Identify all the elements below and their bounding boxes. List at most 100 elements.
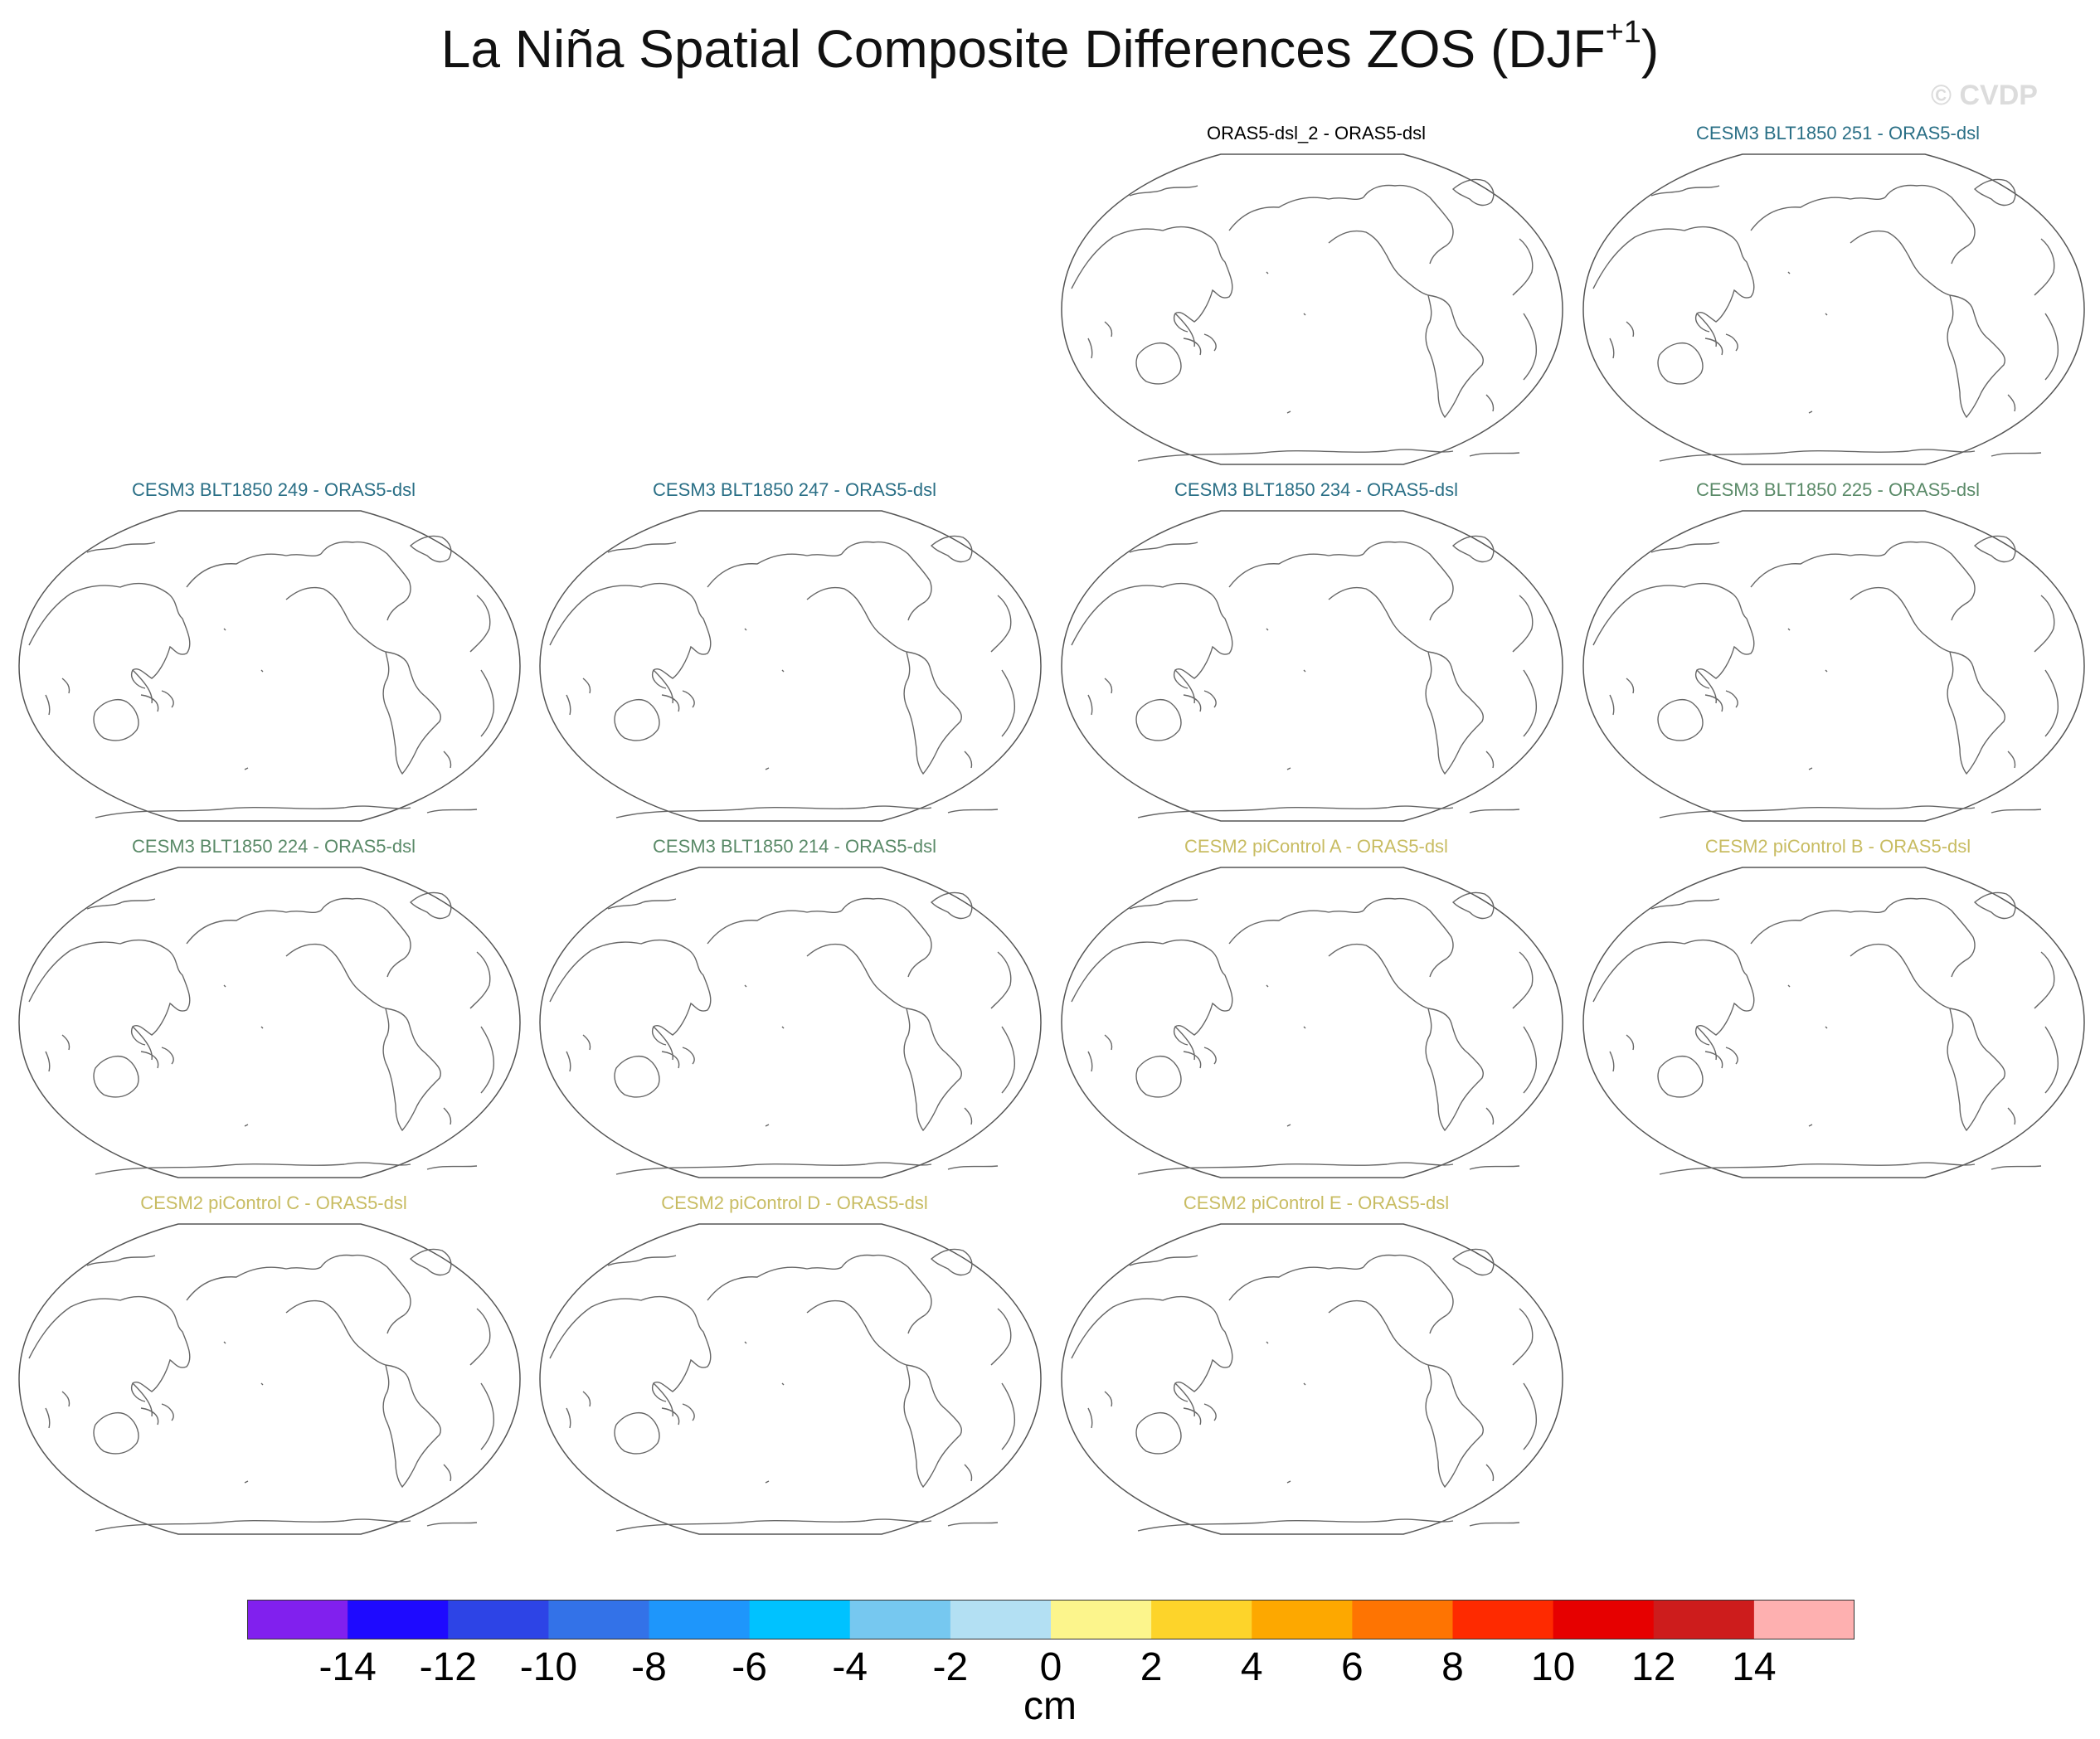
map-panel: CESM2 piControl A - ORAS5-dsl [1055,836,1577,1184]
panel-title: CESM3 BLT1850 214 - ORAS5-dsl [653,836,936,857]
coastline [93,698,139,741]
map-panel: CESM3 BLT1850 224 - ORAS5-dsl [12,836,535,1184]
coastline [1750,197,1886,231]
colorbar-swatch [1352,1600,1454,1639]
map-panel: CESM2 piControl D - ORAS5-dsl [533,1193,1056,1541]
coastline [1592,226,1755,333]
coastline [1947,294,2005,419]
coastline [95,1518,478,1532]
map-panel: CESM3 BLT1850 225 - ORAS5-dsl [1577,479,2099,828]
panel-title: CESM3 BLT1850 247 - ORAS5-dsl [653,479,936,500]
coastline [1087,628,1495,770]
coastline [841,1254,932,1334]
panel-title: CESM2 piControl B - ORAS5-dsl [1704,836,1971,857]
coastline [1228,1266,1364,1301]
colorbar-swatch [1051,1600,1152,1639]
colorbar-tick-label: 4 [1240,1645,1263,1689]
coastline [1129,1255,1198,1266]
coastline [1973,891,2016,920]
map-frame [18,1223,521,1535]
coastline [1363,897,1454,978]
coastline [566,984,973,1127]
coastline [1850,586,1951,653]
coastline [566,628,973,770]
coastline [806,586,907,653]
cvdp-watermark: © CVDP [1931,80,2038,111]
coastline [1129,898,1198,910]
coastline [1650,898,1720,910]
map-frame [18,510,521,822]
coastline [1328,943,1429,1009]
coastline [1512,238,1538,381]
coastline [614,698,660,741]
coastline [841,541,932,621]
colorbar-swatch [749,1600,851,1639]
coastline [1451,1248,1495,1276]
colorbar-swatch [1553,1600,1655,1639]
colorbar-tick-label: 0 [1039,1645,1062,1689]
colorbar-swatch [950,1600,1052,1639]
coastline [1087,1341,1495,1484]
coastline [1129,185,1198,197]
panel-title: CESM3 BLT1850 224 - ORAS5-dsl [132,836,416,857]
coastline [382,1008,441,1132]
map-frame [1061,153,1563,465]
coastline [615,805,999,818]
colorbar-tick-label: -8 [631,1645,667,1689]
coastline [95,805,478,818]
panel-title: CESM3 BLT1850 251 - ORAS5-dsl [1696,123,1980,143]
coastline [930,535,973,563]
coastline [1071,1295,1233,1402]
world-map [539,1223,1042,1535]
world-map [1582,867,2085,1178]
coastline [990,1308,1016,1450]
coastline [1696,1026,1738,1069]
map-frame [1061,1223,1563,1535]
coastline [45,628,452,770]
coastline [1174,313,1217,356]
coastline [320,541,411,621]
coastline [2034,238,2059,381]
world-map [18,1223,521,1535]
coastline [382,651,441,775]
coastline [320,897,411,978]
coastline [1512,1308,1538,1450]
coastline [93,1055,139,1098]
coastline [1363,541,1454,621]
world-map [18,510,521,822]
coastline [1228,553,1364,588]
colorbar-tick-label: 10 [1530,1645,1576,1689]
coastline [409,535,452,563]
coastline [707,1266,843,1301]
coastline [1129,542,1198,553]
coastline [1135,1411,1182,1455]
coastline [1451,891,1495,920]
coastline [930,1248,973,1276]
coastline [1087,271,1495,414]
coastline [86,1255,156,1266]
coastline [1135,1055,1182,1098]
map-frame [1582,867,2085,1178]
coastline [1750,910,1886,945]
coastline [1451,178,1495,206]
coastline [409,1248,452,1276]
colorbar-swatch [348,1600,449,1639]
coastline [186,1266,322,1301]
map-panel: CESM3 BLT1850 249 - ORAS5-dsl [12,479,535,828]
coastline [1328,230,1429,296]
coastline [86,898,156,910]
coastline [1650,185,1720,197]
panel-title: CESM2 piControl A - ORAS5-dsl [1184,836,1448,857]
coastline [1071,582,1233,689]
coastline [1228,910,1364,945]
colorbar-tick-label: 6 [1341,1645,1364,1689]
map-panel: CESM2 piControl C - ORAS5-dsl [12,1193,535,1541]
coastline [1592,582,1755,689]
coastline [1884,541,1976,621]
coastline [1425,1008,1484,1132]
coastline [1609,271,2016,414]
coastline [549,582,712,689]
colorbar-swatch [1452,1600,1554,1639]
coastline [1135,698,1182,741]
coastline [469,595,495,737]
